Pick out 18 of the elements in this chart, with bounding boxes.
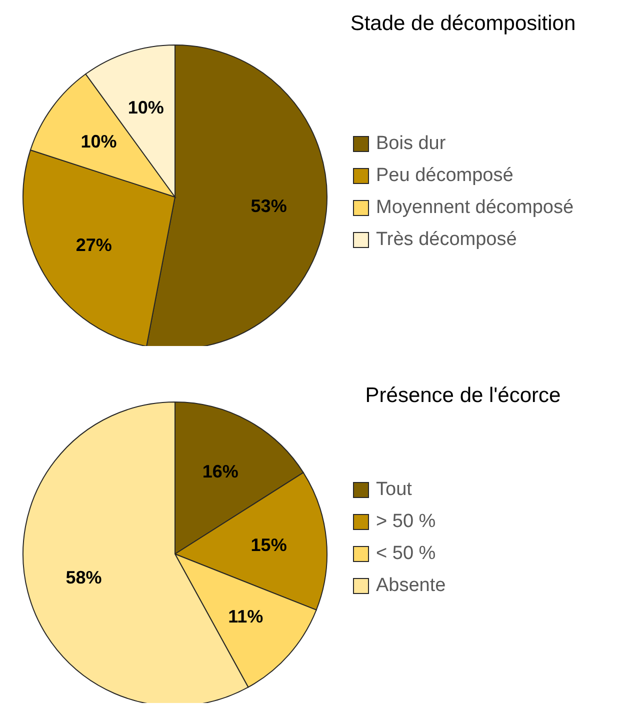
data-label: 58% bbox=[66, 567, 102, 588]
chart-title: Présence de l'écorce bbox=[364, 384, 562, 408]
data-label: 15% bbox=[250, 535, 287, 556]
legend-label: Absente bbox=[376, 574, 446, 598]
legend-label: > 50 % bbox=[376, 510, 436, 534]
legend-label: Très décomposé bbox=[376, 228, 517, 252]
data-label: 10% bbox=[128, 97, 164, 118]
chart-title: Stade de décomposition bbox=[349, 12, 577, 36]
data-label: 16% bbox=[202, 461, 238, 482]
data-label: 53% bbox=[250, 196, 287, 216]
legend-label: Bois dur bbox=[376, 132, 446, 156]
legend-label: Tout bbox=[376, 478, 412, 502]
data-label: 27% bbox=[76, 234, 112, 255]
legend-label: Moyennent décomposé bbox=[376, 196, 574, 220]
data-label: 11% bbox=[228, 606, 264, 626]
legend-label: Peu décomposé bbox=[376, 164, 514, 188]
data-label: 10% bbox=[80, 132, 117, 152]
legend-label: < 50 % bbox=[376, 542, 436, 566]
